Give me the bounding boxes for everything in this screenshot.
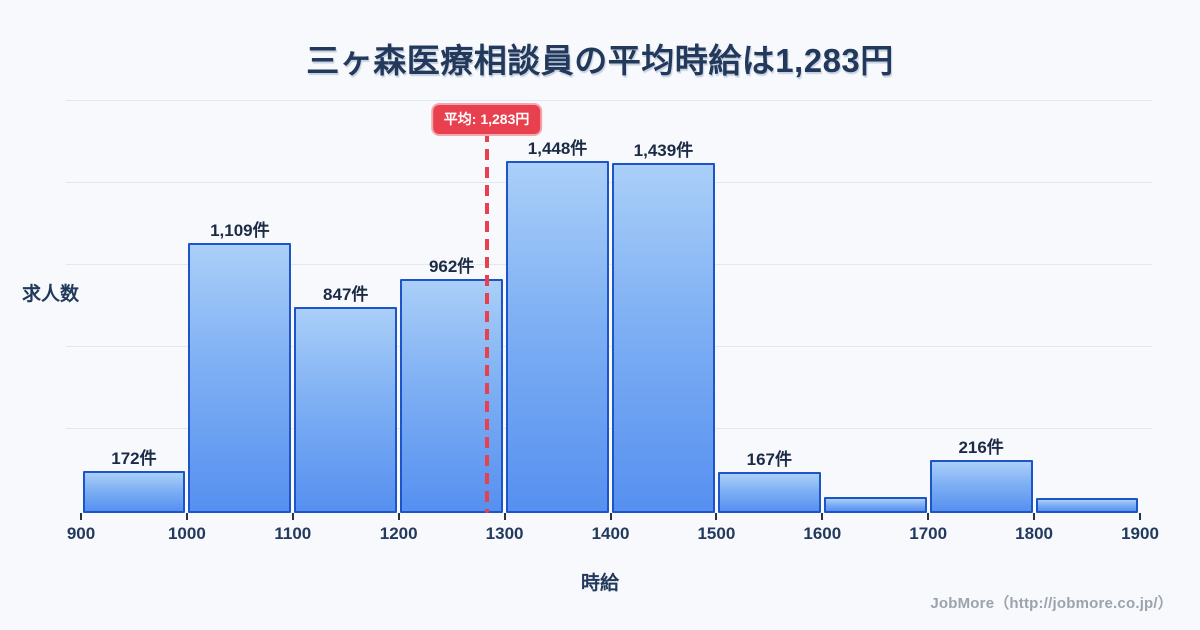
x-axis-tick <box>291 513 294 520</box>
x-axis-tick <box>609 513 612 520</box>
x-axis-tick <box>503 513 506 520</box>
histogram-bar <box>823 497 927 513</box>
histogram-bar <box>612 163 715 513</box>
histogram-bar <box>717 472 821 513</box>
bar-value-label: 1,448件 <box>527 139 588 158</box>
gridline <box>66 428 1152 429</box>
page-title: 三ヶ森医療相談員の平均時給は1,283円 <box>306 42 894 79</box>
histogram-bar <box>82 471 186 513</box>
histogram-bar <box>188 243 292 513</box>
y-axis-label: 求人数 <box>22 284 80 305</box>
x-axis-tick <box>715 513 718 520</box>
histogram-bar <box>294 307 398 513</box>
x-axis-tick-label: 1400 <box>591 524 630 543</box>
x-axis-tick-label: 1800 <box>1015 524 1053 543</box>
x-axis-tick <box>185 513 188 520</box>
histogram-bar <box>1035 498 1139 513</box>
gridline <box>66 264 1152 265</box>
x-axis-tick-label: 1000 <box>167 524 206 543</box>
bar-value-label: 1,109件 <box>210 221 270 240</box>
gridline <box>66 346 1152 347</box>
x-axis-tick <box>397 513 400 520</box>
bar-value-label: 1,439件 <box>633 141 694 160</box>
bar-value-label: 847件 <box>323 285 369 304</box>
x-axis-tick-label: 1100 <box>274 524 312 543</box>
footer-credit: JobMore（http://jobmore.co.jp/） <box>930 595 1173 612</box>
x-axis-tick <box>80 513 82 520</box>
x-axis-tick-label: 1500 <box>697 524 736 543</box>
x-axis-tick-label: 900 <box>66 524 96 543</box>
bar-value-label: 962件 <box>428 257 475 276</box>
x-axis-tick-label: 1200 <box>379 524 418 543</box>
x-axis-tick-label: 1900 <box>1121 524 1159 543</box>
histogram-bar <box>929 460 1033 513</box>
bar-value-label: 172件 <box>111 449 157 468</box>
x-axis-tick <box>821 513 824 520</box>
x-axis-tick <box>1033 513 1036 520</box>
histogram-bar <box>506 161 609 513</box>
gridline <box>66 100 1152 101</box>
x-axis-tick <box>1139 513 1141 520</box>
x-axis-label: 時給 <box>580 573 619 594</box>
bar-value-label: 167件 <box>746 450 793 469</box>
x-axis-tick-label: 1300 <box>485 524 524 543</box>
average-line <box>484 131 489 513</box>
x-axis-tick-label: 1600 <box>803 524 842 543</box>
x-axis-tick <box>927 513 930 520</box>
gridline <box>66 182 1152 183</box>
average-badge: 平均: 1,283円 <box>430 103 543 136</box>
bar-value-label: 216件 <box>958 438 1004 457</box>
x-axis-tick-label: 1700 <box>909 524 948 543</box>
